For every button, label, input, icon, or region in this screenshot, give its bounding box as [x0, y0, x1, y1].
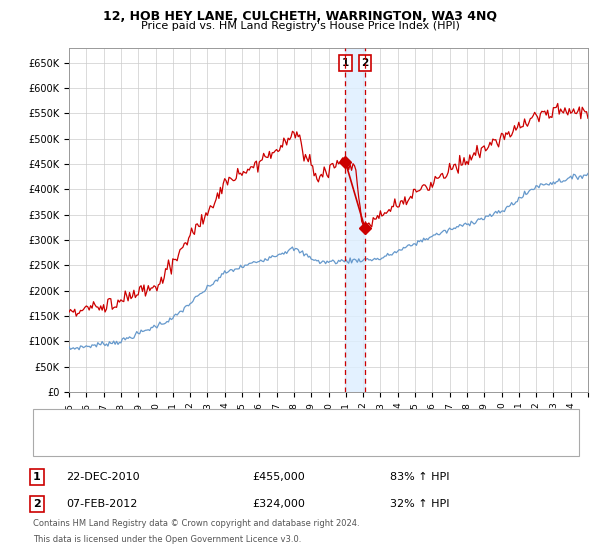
Text: 22-DEC-2010: 22-DEC-2010 — [66, 472, 140, 482]
Text: HPI: Average price, detached house, Warrington: HPI: Average price, detached house, Warr… — [90, 438, 325, 447]
Text: £455,000: £455,000 — [252, 472, 305, 482]
Text: £324,000: £324,000 — [252, 499, 305, 509]
Text: 12, HOB HEY LANE, CULCHETH, WARRINGTON, WA3 4NQ: 12, HOB HEY LANE, CULCHETH, WARRINGTON, … — [103, 10, 497, 23]
Text: 1: 1 — [33, 472, 41, 482]
Text: This data is licensed under the Open Government Licence v3.0.: This data is licensed under the Open Gov… — [33, 535, 301, 544]
Text: 12, HOB HEY LANE, CULCHETH, WARRINGTON, WA3 4NQ (detached house): 12, HOB HEY LANE, CULCHETH, WARRINGTON, … — [90, 416, 457, 425]
Text: 1: 1 — [341, 58, 349, 68]
Text: 2: 2 — [361, 58, 368, 68]
Text: 32% ↑ HPI: 32% ↑ HPI — [390, 499, 449, 509]
Text: Price paid vs. HM Land Registry's House Price Index (HPI): Price paid vs. HM Land Registry's House … — [140, 21, 460, 31]
Text: 83% ↑ HPI: 83% ↑ HPI — [390, 472, 449, 482]
Text: Contains HM Land Registry data © Crown copyright and database right 2024.: Contains HM Land Registry data © Crown c… — [33, 519, 359, 528]
Bar — [345, 48, 365, 392]
Text: 07-FEB-2012: 07-FEB-2012 — [66, 499, 137, 509]
Text: 2: 2 — [33, 499, 41, 509]
